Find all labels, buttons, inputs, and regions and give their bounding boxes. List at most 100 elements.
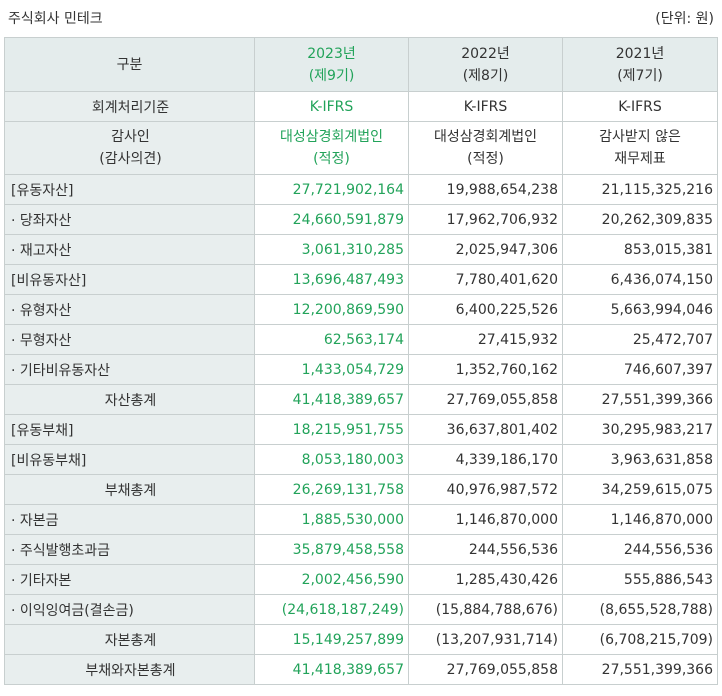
cell-value: 3,963,631,858 [562,444,718,475]
table-row: 자본총계 15,149,257,899 (13,207,931,714) (6,708… [4,624,718,655]
cell-value: 244,556,536 [562,534,718,565]
row-label: · 당좌자산 [4,204,255,235]
table-row: [유동부채] 18,215,951,755 36,637,801,402 30,295… [4,414,718,445]
cell-value: 6,436,074,150 [562,264,718,295]
column-header-2021: 2021년 (제7기) [562,37,718,92]
cell-value: 1,885,530,000 [254,504,409,535]
auditor-name: 대성삼경회계법인 [433,129,538,145]
cell-value: 13,696,487,493 [254,264,409,295]
auditor-opinion: (적정) [313,151,350,167]
table-row: · 무형자산 62,563,174 27,415,932 25,472,707 [4,324,718,355]
title-bar: 주식회사 민테크 (단위: 원) [0,0,722,36]
auditor-name: 감사받지 않은 [599,129,681,145]
cell-value: 27,551,399,366 [562,654,718,685]
cell-value: (8,655,528,788) [562,594,718,625]
auditor-label: 감사인 [111,129,150,145]
cell-value: 27,721,902,164 [254,174,409,205]
header-row: 구분 2023년 (제9기) 2022년 (제8기) 2021년 (제7기) [4,37,718,92]
row-label: [유동부채] [4,414,255,445]
cell-value: 30,295,983,217 [562,414,718,445]
cell-value: 1,433,054,729 [254,354,409,385]
cell-value: K-IFRS [408,91,563,122]
cell-value: (6,708,215,709) [562,624,718,655]
cell-value: 27,551,399,366 [562,384,718,415]
row-label: · 무형자산 [4,324,255,355]
corner-header: 구분 [4,37,255,92]
column-period: (제7기) [617,67,663,84]
cell-value: 대성삼경회계법인 (적정) [254,121,409,175]
cell-value: 3,061,310,285 [254,234,409,265]
column-header-2022: 2022년 (제8기) [408,37,563,92]
cell-value: 555,886,543 [562,564,718,595]
row-label: · 기타비유동자산 [4,354,255,385]
cell-value: 2,025,947,306 [408,234,563,265]
table-row: · 유형자산 12,200,869,590 6,400,225,526 5,663,9… [4,294,718,325]
cell-value: 대성삼경회계법인 (적정) [408,121,563,175]
cell-value: K-IFRS [562,91,718,122]
standard-row: 회계처리기준 K-IFRS K-IFRS K-IFRS [4,91,718,122]
row-label: · 유형자산 [4,294,255,325]
auditor-opinion: 재무제표 [614,151,666,167]
cell-value: 18,215,951,755 [254,414,409,445]
row-label: 자산총계 [4,384,255,415]
row-label: 부채와자본총계 [4,654,255,685]
cell-value: 34,259,615,075 [562,474,718,505]
cell-value: 8,053,180,003 [254,444,409,475]
row-label: 회계처리기준 [4,91,255,122]
cell-value: 1,146,870,000 [562,504,718,535]
column-period: (제8기) [462,67,509,84]
cell-value: 244,556,536 [408,534,563,565]
row-label: · 재고자산 [4,234,255,265]
cell-value: (13,207,931,714) [408,624,563,655]
table-row: [유동자산] 27,721,902,164 19,988,654,238 21,115… [4,174,718,205]
table-row: 자산총계 41,418,389,657 27,769,055,858 27,551,3… [4,384,718,415]
row-label: 자본총계 [4,624,255,655]
cell-value: 1,146,870,000 [408,504,563,535]
table-row: · 이익잉여금(결손금) (24,618,187,249) (15,884,788,… [4,594,718,625]
row-label: · 자본금 [4,504,255,535]
cell-value: 27,415,932 [408,324,563,355]
cell-value: 15,149,257,899 [254,624,409,655]
column-header-2023: 2023년 (제9기) [254,37,409,92]
cell-value: 12,200,869,590 [254,294,409,325]
cell-value: (24,618,187,249) [254,594,409,625]
column-year: 2023년 [307,45,356,62]
cell-value: K-IFRS [254,91,409,122]
row-label: [비유동자산] [4,264,255,295]
row-label: · 기타자본 [4,564,255,595]
cell-value: 2,002,456,590 [254,564,409,595]
row-label: · 주식발행초과금 [4,534,255,565]
cell-value: 6,400,225,526 [408,294,563,325]
financial-summary-table: 구분 2023년 (제9기) 2022년 (제8기) 2021년 (제7기) 회… [4,37,718,685]
cell-value: 감사받지 않은 재무제표 [562,121,718,175]
company-name: 주식회사 민테크 [8,11,103,27]
row-label: · 이익잉여금(결손금) [4,594,255,625]
cell-value: 4,339,186,170 [408,444,563,475]
row-label: [유동자산] [4,174,255,205]
table-row: [비유동부채] 8,053,180,003 4,339,186,170 3,963,6… [4,444,718,475]
cell-value: 1,352,760,162 [408,354,563,385]
auditor-row: 감사인 (감사의견) 대성삼경회계법인 (적정) 대성삼경회계법인 (적정) 감… [4,121,718,175]
cell-value: 26,269,131,758 [254,474,409,505]
table-row: 부채와자본총계 41,418,389,657 27,769,055,858 27,55… [4,654,718,685]
cell-value: 5,663,994,046 [562,294,718,325]
column-year: 2022년 [461,45,510,62]
cell-value: 41,418,389,657 [254,384,409,415]
cell-value: 746,607,397 [562,354,718,385]
cell-value: 24,660,591,879 [254,204,409,235]
cell-value: 27,769,055,858 [408,654,563,685]
cell-value: 7,780,401,620 [408,264,563,295]
cell-value: 41,418,389,657 [254,654,409,685]
cell-value: 17,962,706,932 [408,204,563,235]
row-label: [비유동부채] [4,444,255,475]
cell-value: 1,285,430,426 [408,564,563,595]
auditor-name: 대성삼경회계법인 [279,129,384,145]
table-row: 부채총계 26,269,131,758 40,976,987,572 34,259,6… [4,474,718,505]
cell-value: 21,115,325,216 [562,174,718,205]
table-row: [비유동자산] 13,696,487,493 7,780,401,620 6,436,… [4,264,718,295]
cell-value: 19,988,654,238 [408,174,563,205]
cell-value: 20,262,309,835 [562,204,718,235]
auditor-opinion: (적정) [467,151,504,167]
cell-value: 36,637,801,402 [408,414,563,445]
cell-value: 853,015,381 [562,234,718,265]
